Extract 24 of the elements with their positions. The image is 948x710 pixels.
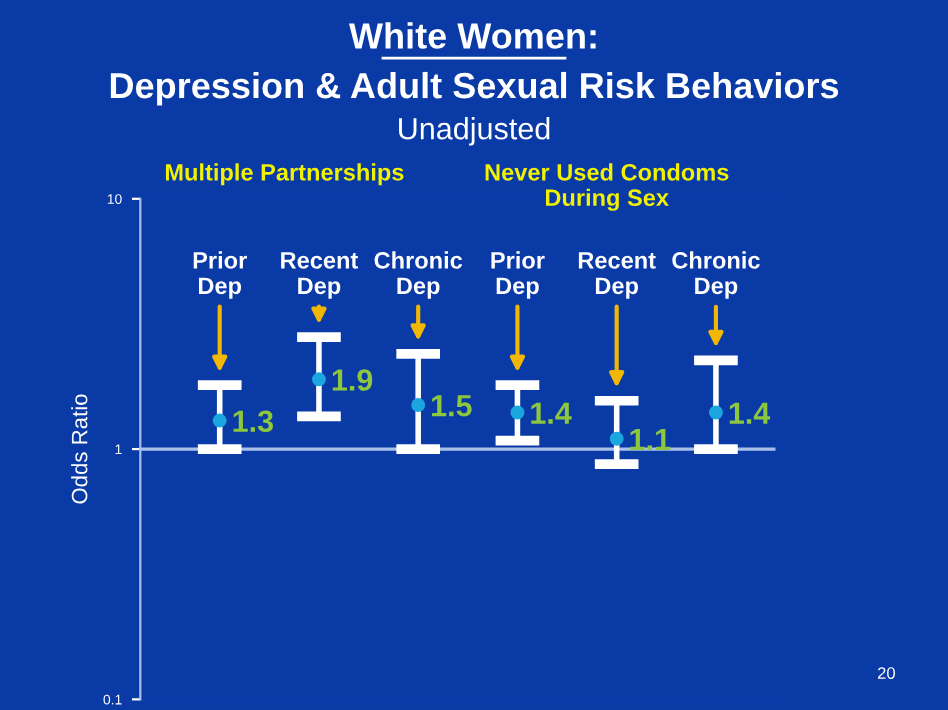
data-label: 1.1 <box>630 428 671 450</box>
data-label: 1.4 <box>729 402 771 424</box>
point <box>212 413 227 428</box>
point <box>609 431 624 446</box>
data-label: 1.3 <box>233 410 273 433</box>
chart-subtitle: Unadjusted <box>399 117 550 146</box>
x-tick-label: Recent Dep <box>281 252 359 299</box>
annotation: Never Used Condoms During Sex <box>485 163 729 211</box>
x-tick-label: Prior Dep <box>491 251 545 299</box>
point <box>312 372 326 387</box>
chart-title: White Women: Depression & Adult Sexual Risk Behaviors <box>110 22 839 106</box>
text: 20 <box>877 667 895 679</box>
data-label: 1.9 <box>332 369 373 391</box>
x-tick-label: Chronic Dep <box>374 251 463 299</box>
y-axis-title: Odds Ratio <box>71 394 88 504</box>
data-label: 1.4 <box>531 402 572 424</box>
point <box>708 405 723 420</box>
point <box>411 398 426 412</box>
x-tick-label: Recent Dep <box>578 252 656 299</box>
x-tick-label: Prior Dep <box>193 251 247 299</box>
point <box>510 405 525 420</box>
data-label: 1.5 <box>432 395 472 417</box>
x-tick-label: Chronic Dep <box>672 251 760 299</box>
text: Multiple Partnerships <box>165 163 404 186</box>
